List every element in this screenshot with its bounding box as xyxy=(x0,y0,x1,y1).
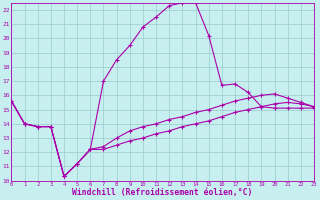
X-axis label: Windchill (Refroidissement éolien,°C): Windchill (Refroidissement éolien,°C) xyxy=(73,188,253,197)
